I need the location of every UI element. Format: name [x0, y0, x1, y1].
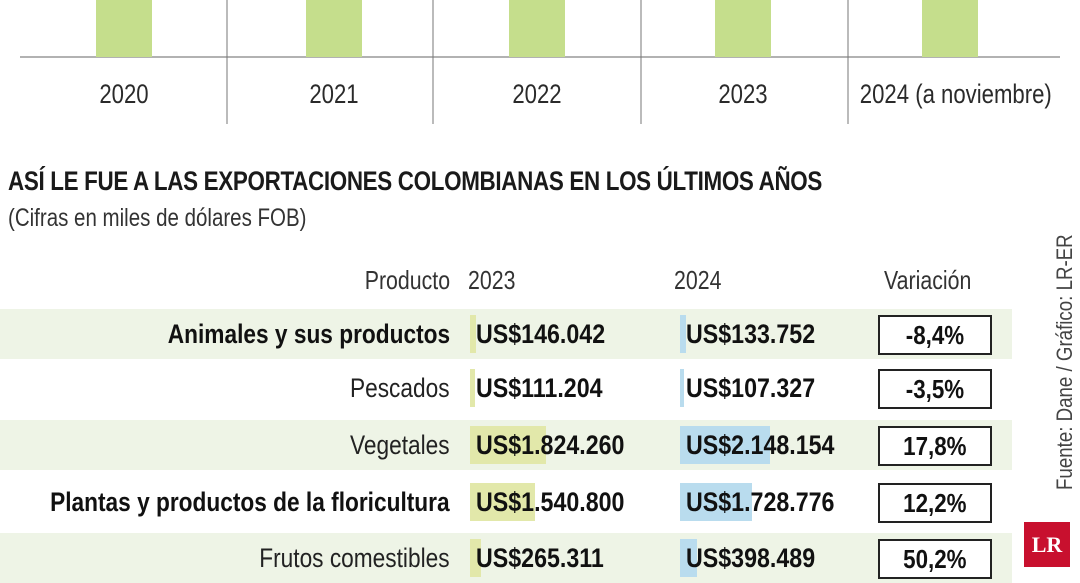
bar-2023	[470, 426, 546, 464]
top-chart-bar-4	[922, 0, 978, 57]
source-credit: Fuente: Dane / Gráfico: LR-ER	[1052, 234, 1077, 490]
bar-2023	[470, 369, 475, 407]
bar-2023	[470, 539, 481, 577]
column-header-variacion: Variación	[884, 265, 972, 295]
value-2023: US$111.204	[476, 373, 603, 403]
table-row: Pescados US$111.204 US$107.327 -3,5%	[0, 363, 1012, 413]
table-row: Frutos comestibles US$265.311 US$398.489 50…	[0, 533, 1012, 583]
variation-badge: -8,4%	[878, 315, 992, 355]
variation-badge: 12,2%	[878, 483, 992, 523]
bar-2023	[470, 483, 535, 521]
value-2023: US$1.824.260	[476, 430, 625, 460]
top-chart-bar-0	[96, 0, 152, 57]
top-chart-x-label: 2022	[512, 79, 562, 109]
lr-logo: LR	[1024, 522, 1070, 567]
value-2023: US$1.540.800	[476, 487, 625, 517]
value-2024: US$398.489	[686, 543, 816, 573]
bar-2024	[680, 483, 752, 521]
product-name: Frutos comestibles	[259, 543, 450, 573]
top-chart-bar-1	[306, 0, 362, 57]
variation-badge: 17,8%	[878, 426, 992, 466]
top-chart-x-label: 2021	[309, 79, 359, 109]
value-2024: US$1.728.776	[686, 487, 835, 517]
value-2023: US$146.042	[476, 319, 606, 349]
column-header-producto: Producto	[364, 265, 450, 295]
variation-badge: -3,5%	[878, 369, 992, 409]
bar-2024	[680, 315, 686, 353]
table-row: Vegetales US$1.824.260 US$2.148.154 17,8%	[0, 420, 1012, 470]
table-subtitle: (Cifras en miles de dólares FOB)	[8, 204, 307, 232]
table-title: ASÍ LE FUE A LAS EXPORTACIONES COLOMBIAN…	[8, 166, 823, 196]
top-chart-bar-2	[509, 0, 565, 57]
bar-2024	[680, 369, 684, 407]
column-header-2024: 2024	[674, 265, 722, 295]
table-row: Animales y sus productos US$146.042 US$133…	[0, 309, 1012, 359]
value-2024: US$133.752	[686, 319, 816, 349]
table-row: Plantas y productos de la floricultura US…	[0, 477, 1012, 527]
column-header-2023: 2023	[468, 265, 516, 295]
top-bar-chart	[20, 0, 1060, 124]
top-chart-x-label: 2023	[718, 79, 768, 109]
value-2023: US$265.311	[476, 543, 604, 573]
value-2024: US$107.327	[686, 373, 816, 403]
top-chart-x-label: 2024 (a noviembre)	[859, 79, 1052, 109]
product-name: Pescados	[350, 373, 450, 403]
top-chart-x-label: 2020	[99, 79, 149, 109]
product-name: Animales y sus productos	[167, 319, 450, 349]
bar-2024	[680, 426, 770, 464]
value-2024: US$2.148.154	[686, 430, 835, 460]
bar-2023	[470, 315, 476, 353]
top-chart-bar-3	[715, 0, 771, 57]
product-name: Vegetales	[350, 430, 450, 460]
variation-badge: 50,2%	[878, 539, 992, 579]
product-name: Plantas y productos de la floricultura	[50, 487, 450, 517]
